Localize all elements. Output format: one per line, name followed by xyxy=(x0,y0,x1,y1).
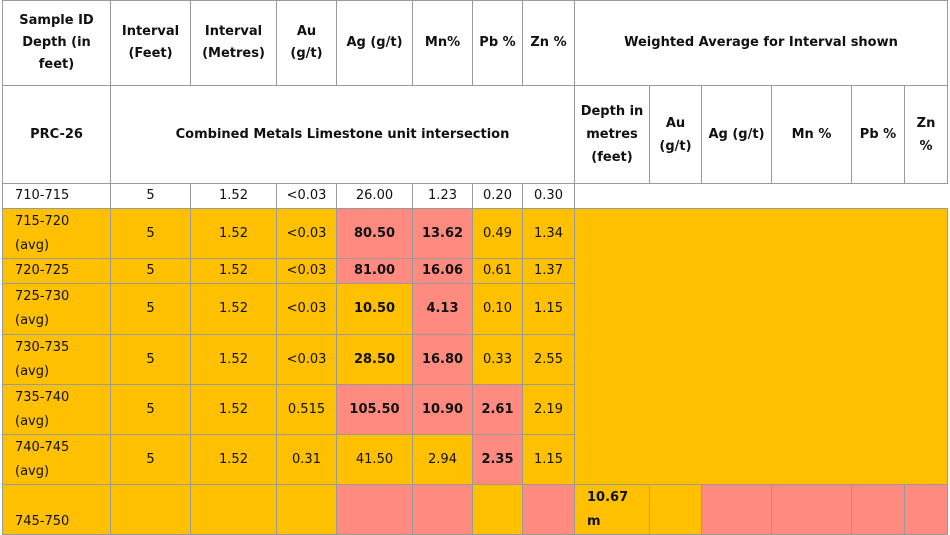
table-cell: 2.19 xyxy=(522,384,575,435)
table-cell: 5 xyxy=(110,283,191,335)
table-cell: 0.61 xyxy=(472,258,523,284)
table-cell: 10.67 m xyxy=(574,484,650,535)
table-cell: 10.50 xyxy=(336,283,413,335)
table-cell: <0.03 xyxy=(276,283,337,335)
table-cell xyxy=(649,484,702,535)
table-cell: 0.31 xyxy=(276,434,337,485)
table-cell: 105.50 xyxy=(336,384,413,435)
table-row: 745-750 10.67 m xyxy=(2,484,948,535)
table-cell xyxy=(771,484,852,535)
table-cell: <0.03 xyxy=(276,183,337,209)
table-cell: <0.03 xyxy=(276,208,337,259)
header-cell: Au (g/t) xyxy=(276,0,337,86)
table-cell: 0.10 xyxy=(472,283,523,335)
header-cell: Sample ID Depth (in feet) xyxy=(2,0,111,86)
table-row: 715-720 (avg) 5 1.52 <0.03 80.50 13.62 0.49 1.3… xyxy=(2,208,948,485)
header-cell: Depth in metres (feet) xyxy=(574,85,650,184)
table-cell xyxy=(472,484,523,535)
table-row: 735-740 (avg) 5 1.52 0.515 105.50 10.90 2.61 2.… xyxy=(2,384,948,435)
table-cell: 1.52 xyxy=(190,208,277,259)
table-cell xyxy=(276,484,337,535)
table-cell: 16.06 xyxy=(412,258,473,284)
table-cell: 1.15 xyxy=(522,434,575,485)
table-row: 710-715 5 1.52 <0.03 26.00 1.23 0.20 0.30 xyxy=(2,183,948,209)
table-cell: 28.50 xyxy=(336,334,413,385)
table-cell: 730-735 (avg) xyxy=(2,334,111,385)
table-cell: 81.00 xyxy=(336,258,413,284)
table-cell: 2.55 xyxy=(522,334,575,385)
highlight-block xyxy=(574,208,948,485)
table-cell: 1.52 xyxy=(190,283,277,335)
table-cell: 5 xyxy=(110,208,191,259)
table-cell: 735-740 (avg) xyxy=(2,384,111,435)
table-cell: 740-745 (avg) xyxy=(2,434,111,485)
table-cell: 0.49 xyxy=(472,208,523,259)
header-cell: Zn % xyxy=(904,85,948,184)
header-cell: Combined Metals Limestone unit intersect… xyxy=(110,85,575,184)
table-cell: 710-715 xyxy=(2,183,111,209)
header-cell: Weighted Average for Interval shown xyxy=(574,0,948,86)
header-cell: Ag (g/t) xyxy=(336,0,413,86)
table-cell: 1.52 xyxy=(190,183,277,209)
table-cell: 725-730 (avg) xyxy=(2,283,111,335)
header-cell: Zn % xyxy=(522,0,575,86)
table-cell: 16.80 xyxy=(412,334,473,385)
table-cell: 5 xyxy=(110,183,191,209)
table-cell: 5 xyxy=(110,334,191,385)
header-cell: Pb % xyxy=(851,85,905,184)
header-cell: Au (g/t) xyxy=(649,85,702,184)
table-cell xyxy=(412,484,473,535)
table-cell: <0.03 xyxy=(276,334,337,385)
table-cell xyxy=(904,484,948,535)
table-cell: 2.35 xyxy=(472,434,523,485)
table-cell xyxy=(851,484,905,535)
table-cell: 1.37 xyxy=(522,258,575,284)
table-cell: 1.52 xyxy=(190,384,277,435)
table-cell: 1.52 xyxy=(190,334,277,385)
table-cell: 1.23 xyxy=(412,183,473,209)
blank xyxy=(575,184,948,209)
header-cell: Mn % xyxy=(771,85,852,184)
table-cell: 2.61 xyxy=(472,384,523,435)
table-cell: 1.34 xyxy=(522,208,575,259)
table-cell: 5 xyxy=(110,258,191,284)
table-cell: 5 xyxy=(110,434,191,485)
table-cell: 26.00 xyxy=(336,183,413,209)
table-cell: 80.50 xyxy=(336,208,413,259)
header-cell: Pb % xyxy=(472,0,523,86)
header-cell: PRC-26 xyxy=(2,85,111,184)
table-cell: 0.20 xyxy=(472,183,523,209)
table-row: PRC-26 Combined Metals Limestone unit int… xyxy=(2,85,948,184)
table-cell: 1.15 xyxy=(522,283,575,335)
table-cell: 41.50 xyxy=(336,434,413,485)
table-cell: 0.30 xyxy=(522,183,575,209)
table-row: Sample ID Depth (in feet) Interval (Feet)… xyxy=(2,0,948,86)
table-cell: 4.13 xyxy=(412,283,473,335)
table-cell: 0.515 xyxy=(276,384,337,435)
table-cell xyxy=(190,484,277,535)
header-cell: Mn% xyxy=(412,0,473,86)
table-cell: 715-720 (avg) xyxy=(2,208,111,259)
table-cell: <0.03 xyxy=(276,258,337,284)
table-cell: 1.52 xyxy=(190,258,277,284)
table-cell: 720-725 xyxy=(2,258,111,284)
table-cell: 1.52 xyxy=(190,434,277,485)
table-cell: 0.33 xyxy=(472,334,523,385)
table-cell: 745-750 xyxy=(2,484,111,535)
header-cell: Ag (g/t) xyxy=(701,85,772,184)
table-cell: 5 xyxy=(110,384,191,435)
table-cell xyxy=(701,484,772,535)
table-cell: 10.90 xyxy=(412,384,473,435)
header-cell: Interval (Feet) xyxy=(110,0,191,86)
table-cell xyxy=(110,484,191,535)
table-cell xyxy=(336,484,413,535)
header-cell: Interval (Metres) xyxy=(190,0,277,86)
table-cell xyxy=(522,484,575,535)
table-cell: 2.94 xyxy=(412,434,473,485)
table-cell: 13.62 xyxy=(412,208,473,259)
